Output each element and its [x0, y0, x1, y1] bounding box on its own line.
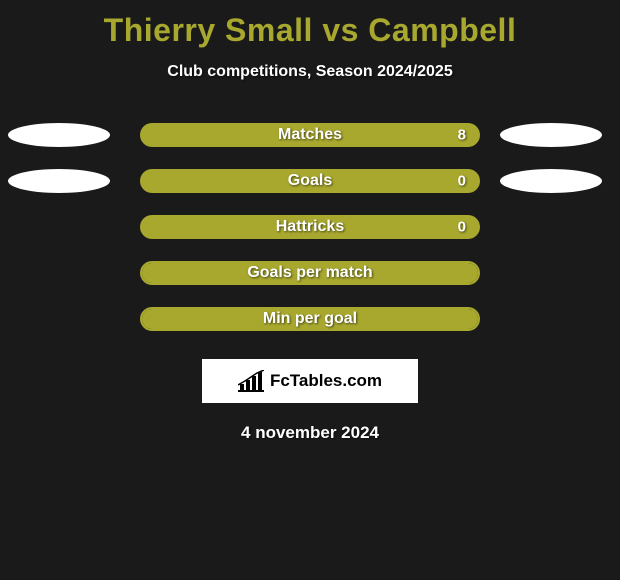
page-subtitle: Club competitions, Season 2024/2025: [0, 63, 620, 81]
stat-row: Goals 0: [0, 169, 620, 193]
stat-row: Goals per match: [0, 261, 620, 285]
stat-pill: Goals per match: [140, 261, 480, 285]
stat-pill: Min per goal: [140, 307, 480, 331]
stat-row: Hattricks 0: [0, 215, 620, 239]
stat-value: 0: [458, 173, 466, 190]
stat-rows: Matches 8 Goals 0 Hattricks 0 Goals per match M…: [0, 123, 620, 331]
stat-pill: Matches 8: [140, 123, 480, 147]
comparison-infographic: Thierry Small vs Campbell Club competiti…: [0, 0, 620, 580]
stat-label: Hattricks: [276, 218, 344, 236]
stat-label: Goals: [288, 172, 332, 190]
stat-label: Matches: [278, 126, 342, 144]
right-ellipse: [500, 169, 602, 193]
stat-pill: Goals 0: [140, 169, 480, 193]
page-title: Thierry Small vs Campbell: [0, 0, 620, 49]
stat-label: Min per goal: [263, 310, 357, 328]
stat-pill: Hattricks 0: [140, 215, 480, 239]
right-ellipse: [500, 123, 602, 147]
stat-row: Matches 8: [0, 123, 620, 147]
bar-chart-icon: [238, 370, 264, 392]
date-label: 4 november 2024: [0, 423, 620, 443]
logo-box: FcTables.com: [202, 359, 418, 403]
logo-text: FcTables.com: [270, 371, 382, 391]
stat-row: Min per goal: [0, 307, 620, 331]
stat-value: 0: [458, 219, 466, 236]
left-ellipse: [8, 169, 110, 193]
left-ellipse: [8, 123, 110, 147]
stat-value: 8: [458, 127, 466, 144]
stat-label: Goals per match: [247, 264, 372, 282]
